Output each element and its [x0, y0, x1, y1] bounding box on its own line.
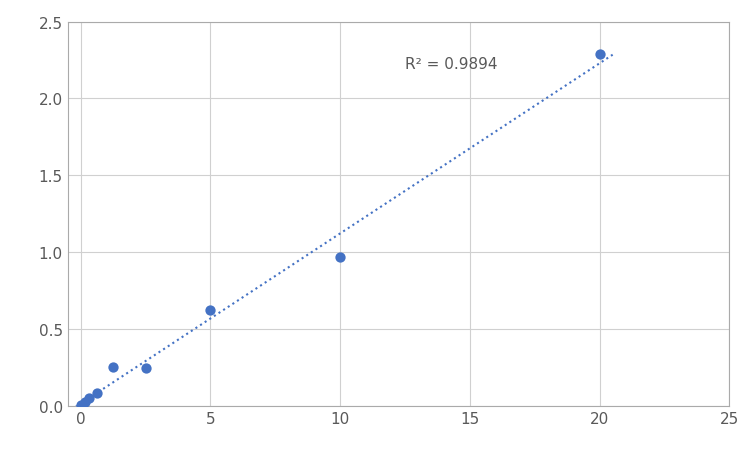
Point	[74, 402, 86, 409]
Point	[79, 399, 91, 406]
Point	[334, 253, 346, 261]
Point	[107, 364, 119, 371]
Point	[140, 365, 152, 372]
Point	[91, 390, 103, 397]
Point	[205, 307, 217, 314]
Text: R² = 0.9894: R² = 0.9894	[405, 57, 498, 72]
Point	[593, 51, 605, 58]
Point	[83, 394, 95, 401]
